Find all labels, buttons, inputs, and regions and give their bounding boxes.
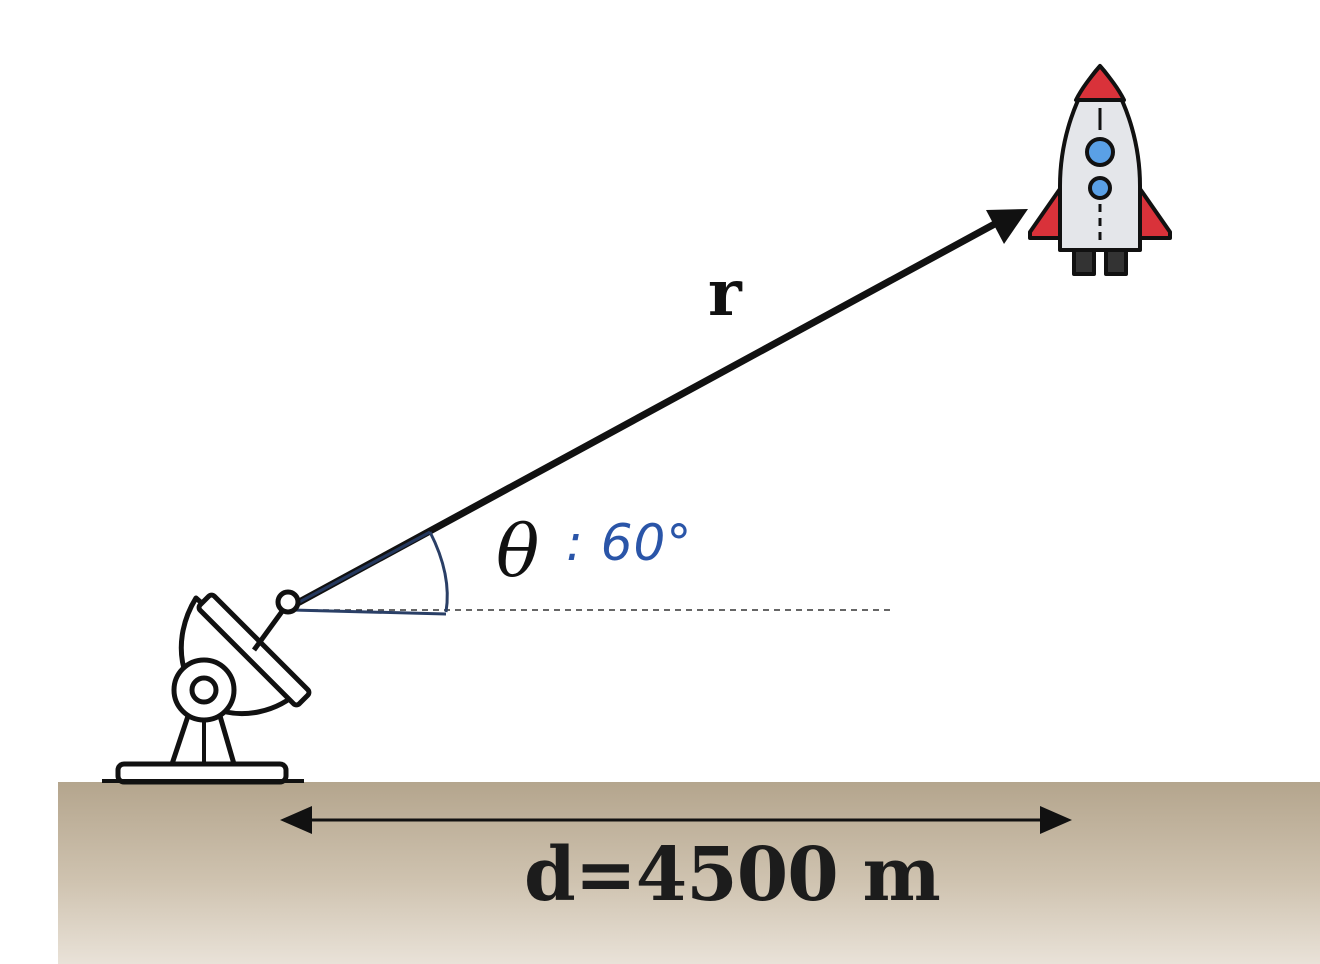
angle-arc — [428, 531, 449, 613]
rocket-icon — [1028, 64, 1172, 276]
angle-value-label: : 60° — [566, 514, 693, 572]
angle-base-line — [291, 608, 447, 616]
theta-label: θ — [496, 509, 540, 593]
vector-r-label: r — [708, 256, 742, 331]
angle-ray-highlight — [291, 530, 431, 608]
ground — [58, 782, 1320, 964]
distance-label: d=4500 m — [524, 832, 941, 918]
vector-arrowhead — [986, 209, 1028, 244]
distance-arrow — [280, 806, 1072, 834]
radar-dish-icon — [102, 589, 312, 785]
